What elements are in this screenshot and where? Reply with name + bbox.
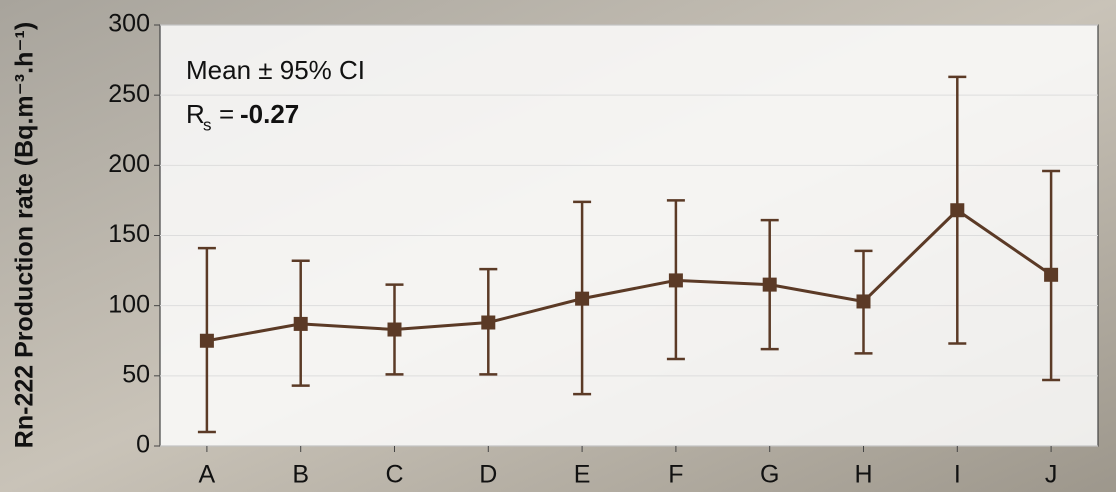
marker: [1044, 268, 1058, 282]
marker: [200, 334, 214, 348]
y-axis-label: Rn-222 Production rate (Bq.m⁻³.h⁻¹): [11, 22, 39, 448]
x-tick-label: H: [854, 461, 872, 489]
rs-equals: =: [219, 99, 234, 129]
marker: [294, 317, 308, 331]
x-tick-label: C: [385, 461, 403, 489]
x-tick-label: I: [954, 461, 961, 489]
marker: [388, 323, 402, 337]
x-tick-label: G: [760, 461, 779, 489]
marker: [763, 278, 777, 292]
y-tick-label: 50: [122, 360, 150, 388]
x-tick-label: A: [199, 461, 216, 489]
y-tick-label: 300: [108, 10, 150, 38]
marker: [575, 292, 589, 306]
rs-value: -0.27: [240, 99, 299, 129]
marker: [857, 294, 871, 308]
rs-label: R: [186, 99, 205, 129]
page: {"chart_data": {"type": "errorbar-line",…: [0, 0, 1116, 492]
x-tick-label: D: [479, 461, 497, 489]
marker: [669, 273, 683, 287]
y-tick-label: 100: [108, 290, 150, 318]
x-tick-label: E: [574, 461, 591, 489]
marker: [481, 316, 495, 330]
x-tick-label: B: [292, 461, 309, 489]
rs-subscript: s: [203, 115, 212, 134]
y-tick-label: 200: [108, 150, 150, 178]
y-tick-label: 150: [108, 220, 150, 248]
marker: [950, 203, 964, 217]
x-tick-label: F: [668, 461, 683, 489]
y-tick-label: 0: [136, 431, 150, 459]
y-tick-label: 250: [108, 80, 150, 108]
x-tick-label: J: [1045, 461, 1058, 489]
chart: Rn-222 Production rate (Bq.m⁻³.h⁻¹) Mean…: [0, 0, 1116, 492]
annotation: Mean ± 95% CI: [186, 55, 365, 85]
